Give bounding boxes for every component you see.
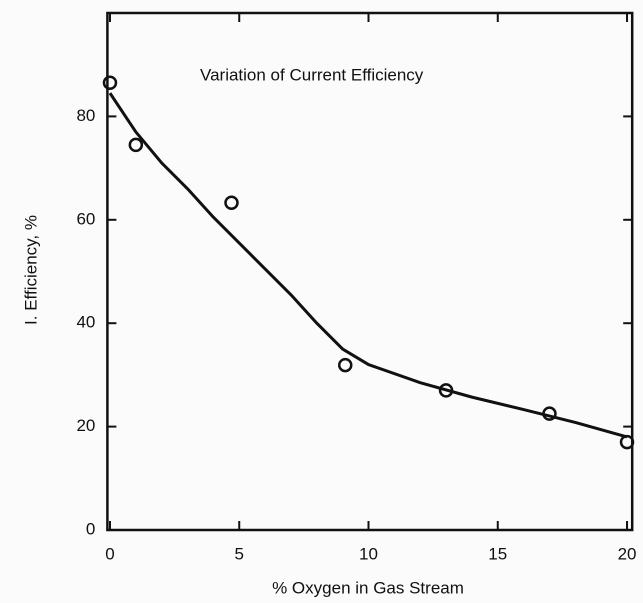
plot-frame: [106, 11, 634, 532]
data-point: [128, 137, 144, 153]
data-point: [102, 75, 118, 91]
chart-title: Variation of Current Efficiency: [200, 65, 424, 84]
x-tick-label: 10: [359, 544, 378, 563]
y-tick-label: 60: [76, 209, 95, 228]
data-point: [224, 195, 239, 210]
fit-curve: [108, 92, 628, 439]
x-axis-label: % Oxygen in Gas Stream: [272, 578, 464, 597]
x-tick-label: 0: [105, 544, 114, 563]
x-tick-label: 15: [488, 544, 507, 563]
y-tick-label: 40: [76, 313, 95, 332]
data-point: [337, 357, 353, 373]
x-tick-label: 5: [235, 544, 244, 563]
y-tick-label: 20: [76, 416, 95, 435]
x-tick-label: 20: [618, 544, 637, 563]
y-tick-label: 0: [86, 519, 95, 538]
y-axis-label: I. Efficiency, %: [21, 215, 40, 325]
y-tick-label: 80: [76, 106, 95, 125]
